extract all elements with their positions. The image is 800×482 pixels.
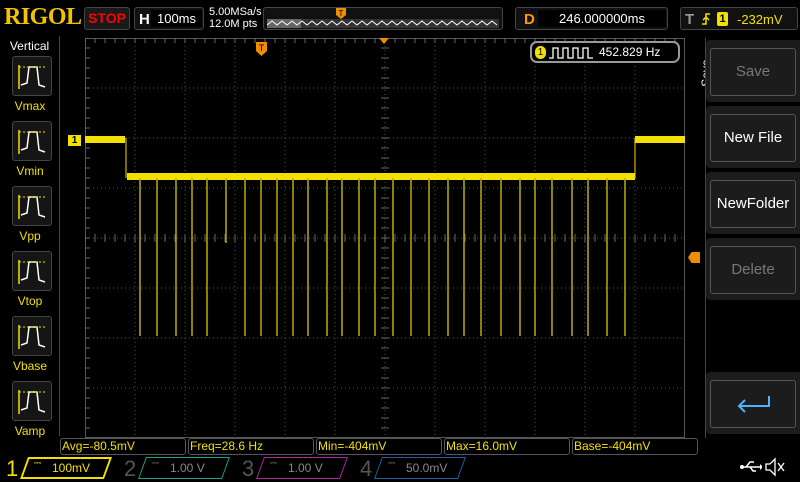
svg-text:T: T — [259, 43, 265, 53]
measurement-item[interactable]: Freq=28.6 Hz — [188, 438, 314, 455]
trigger-level: -232mV — [737, 12, 783, 27]
channel-number: 3 — [242, 456, 255, 481]
rigol-logo: RIGOL — [4, 4, 82, 30]
trace-high-segment — [635, 136, 685, 143]
measure-vpp-button[interactable] — [12, 186, 52, 226]
measure-vbase-button[interactable] — [12, 316, 52, 356]
menu-button-delete[interactable]: Delete — [706, 238, 800, 300]
horizontal-key: H — [139, 11, 150, 28]
waveform-display[interactable] — [85, 38, 685, 438]
channel-3-button[interactable]: 3 ⎓ 1.00 V — [236, 456, 349, 481]
return-arrow-icon — [710, 380, 796, 428]
dc-coupling-icon: ⎓ — [34, 458, 42, 468]
button-label: NewFolder — [710, 180, 796, 228]
counter-value: 452.829 Hz — [599, 45, 661, 59]
trigger-position-marker-icon: T — [336, 8, 346, 19]
measurement-item[interactable]: Min=-404mV — [316, 438, 442, 455]
memory-depth: 12.0M pts — [209, 18, 258, 30]
channel-scale: 100mV — [52, 461, 91, 475]
speaker-muted-icon[interactable] — [764, 457, 786, 477]
channel-1-button[interactable]: 1 ⎓ 100mV — [0, 456, 113, 481]
measure-vamp-button[interactable] — [12, 381, 52, 421]
channel-4-button[interactable]: 4 ⎓ 50.0mV — [354, 456, 467, 481]
svg-text:T: T — [339, 9, 344, 18]
vtop-icon — [18, 260, 47, 284]
memory-overview: T — [263, 7, 503, 30]
delay-key: D — [524, 11, 535, 28]
channel-number: 2 — [124, 456, 137, 481]
sample-rate: 5.00MSa/s — [209, 6, 262, 18]
measure-label: Vtop — [17, 294, 43, 308]
dc-coupling-icon: ⎓ — [270, 458, 278, 468]
button-label: Save — [710, 48, 796, 96]
vamp-icon — [18, 390, 47, 414]
timebase-value: 100ms — [151, 10, 202, 27]
measurement-item[interactable]: Base=-404mV — [572, 438, 698, 455]
channel-bar: 1 ⎓ 100mV 2 ⎓ 1.00 V 3 ⎓ 1.00 V 4 ⎓ 50.0mV — [0, 456, 800, 481]
menu-button-save[interactable]: Save — [706, 40, 800, 102]
menu-button-new-file[interactable]: New File — [706, 106, 800, 168]
square-wave-icon — [549, 47, 593, 59]
delay-value: 246.000000ms — [538, 10, 666, 27]
channel-2-button[interactable]: 2 ⎓ 1.00 V — [118, 456, 231, 481]
dc-coupling-icon: ⎓ — [388, 458, 396, 468]
delay-display[interactable]: D 246.000000ms — [515, 7, 668, 30]
measure-label: Vbase — [12, 359, 48, 373]
frequency-counter[interactable]: 1 452.829 Hz — [530, 41, 680, 63]
ch1-offset-marker[interactable]: 1 — [68, 135, 81, 146]
vpp-icon — [18, 195, 47, 219]
vertical-measure-menu: Vertical Vmax Vmin Vpp Vtop Vbase Vamp — [0, 36, 60, 438]
measurement-bar: Avg=-80.5mV Freq=28.6 Hz Min=-404mV Max=16.… — [60, 438, 700, 455]
button-label: New File — [710, 114, 796, 162]
menu-title: Vertical — [9, 39, 50, 53]
trace-high-segment — [85, 136, 125, 143]
measure-vmax-button[interactable] — [12, 56, 52, 96]
menu-button-newfolder[interactable]: NewFolder — [706, 172, 800, 234]
counter-channel: 1 — [535, 46, 546, 59]
measure-label: Vmin — [16, 164, 44, 178]
channel-scale: 1.00 V — [170, 461, 205, 475]
acquisition-info: 5.00MSa/s 12.0M pts — [209, 6, 262, 30]
trace-low-segment — [127, 173, 635, 180]
measure-vtop-button[interactable] — [12, 251, 52, 291]
measurement-item[interactable]: Avg=-80.5mV — [60, 438, 186, 455]
channel-scale: 50.0mV — [406, 461, 448, 475]
trigger-source-badge: 1 — [717, 12, 728, 26]
channel-number: 4 — [360, 456, 373, 481]
measure-label: Vamp — [14, 424, 46, 438]
waveform-overview-icon — [267, 19, 499, 28]
vmin-icon — [18, 130, 47, 154]
rising-edge-icon — [702, 13, 710, 25]
back-button[interactable] — [706, 372, 800, 434]
button-label: Delete — [710, 246, 796, 294]
channel-number: 1 — [6, 456, 19, 481]
run-stop-status[interactable]: STOP — [84, 7, 130, 30]
vbase-icon — [18, 325, 47, 349]
measure-label: Vmax — [14, 99, 46, 113]
timebase-display[interactable]: H 100ms — [134, 7, 204, 30]
trigger-display[interactable]: T 1 -232mV — [680, 7, 798, 30]
usb-icon — [740, 461, 762, 472]
measure-vmin-button[interactable] — [12, 121, 52, 161]
dc-coupling-icon: ⎓ — [152, 458, 160, 468]
measure-label: Vpp — [19, 229, 41, 243]
trigger-key: T — [685, 11, 695, 28]
measurement-item[interactable]: Max=16.0mV — [444, 438, 570, 455]
center-marker-icon — [379, 38, 389, 44]
trigger-time-marker-icon: T — [256, 42, 267, 56]
channel-scale: 1.00 V — [288, 461, 323, 475]
trigger-level-marker-icon[interactable] — [688, 252, 700, 263]
vmax-icon — [18, 65, 47, 89]
